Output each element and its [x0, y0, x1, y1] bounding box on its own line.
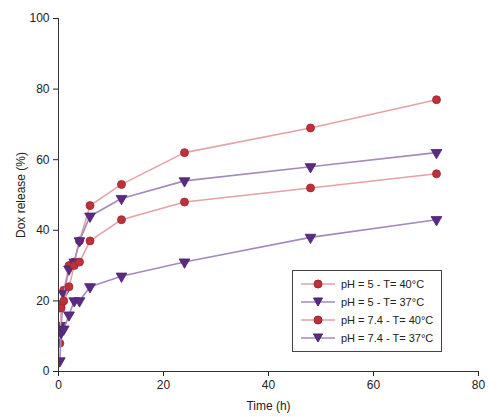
- svg-text:40: 40: [36, 223, 50, 237]
- svg-text:Dox release (%): Dox release (%): [14, 152, 28, 238]
- html-text:pH = 7.4 - T= 37°C: pH = 7.4 - T= 37°C: [341, 332, 434, 344]
- svg-text:80: 80: [36, 82, 50, 96]
- svg-text:Time (h): Time (h): [246, 399, 290, 413]
- svg-text:60: 60: [36, 153, 50, 167]
- svg-text:0: 0: [43, 364, 50, 378]
- svg-text:60: 60: [367, 378, 381, 392]
- svg-text:100: 100: [29, 11, 49, 25]
- html-text:pH = 7.4 - T= 40°C: pH = 7.4 - T= 40°C: [341, 314, 434, 326]
- svg-text:20: 20: [36, 294, 50, 308]
- html-text:pH = 5 - T= 40°C: pH = 5 - T= 40°C: [341, 278, 425, 290]
- svg-text:40: 40: [262, 378, 276, 392]
- svg-text:80: 80: [472, 378, 486, 392]
- svg-text:20: 20: [157, 378, 171, 392]
- html-text:pH = 5 - T= 37°C: pH = 5 - T= 37°C: [341, 296, 425, 308]
- svg-text:0: 0: [55, 378, 62, 392]
